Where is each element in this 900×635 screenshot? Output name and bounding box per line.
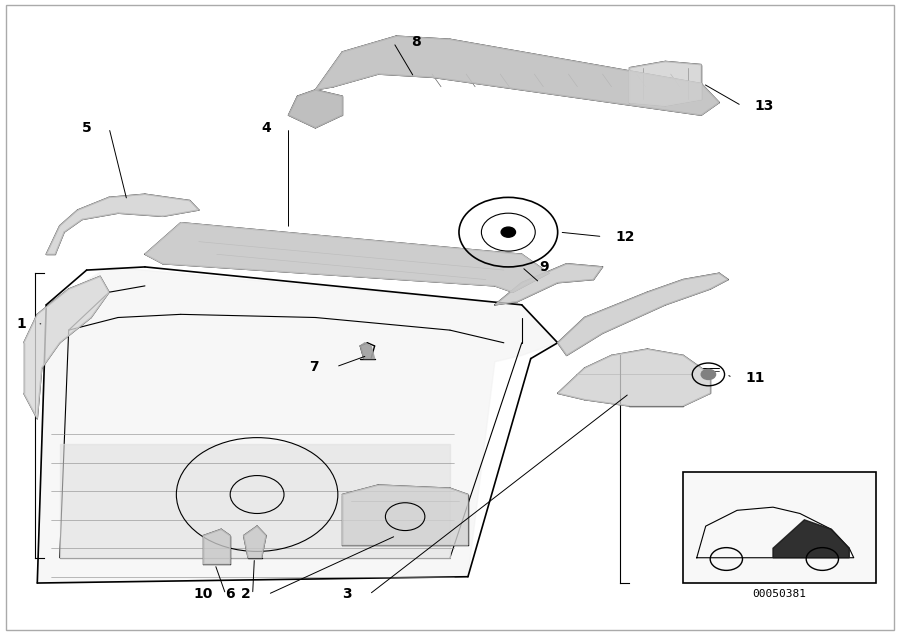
Text: 6: 6: [225, 587, 235, 601]
Polygon shape: [46, 194, 199, 254]
Text: 3: 3: [342, 587, 352, 601]
Text: 13: 13: [754, 98, 774, 112]
Text: 1: 1: [16, 317, 26, 331]
Polygon shape: [315, 36, 719, 115]
Polygon shape: [773, 520, 850, 558]
Text: 9: 9: [539, 260, 549, 274]
Polygon shape: [558, 273, 728, 356]
Text: 2: 2: [240, 587, 250, 601]
Text: 10: 10: [194, 587, 213, 601]
Polygon shape: [23, 276, 109, 418]
Polygon shape: [59, 444, 450, 558]
Circle shape: [501, 227, 516, 237]
Polygon shape: [495, 264, 602, 305]
Polygon shape: [244, 526, 266, 558]
Text: 5: 5: [82, 121, 92, 135]
Polygon shape: [558, 349, 710, 406]
Polygon shape: [203, 530, 230, 564]
Text: 11: 11: [745, 371, 765, 385]
Bar: [683, 472, 877, 583]
Text: 4: 4: [261, 121, 271, 135]
Polygon shape: [289, 90, 342, 128]
Polygon shape: [360, 343, 374, 359]
Text: 8: 8: [411, 36, 421, 50]
Text: 7: 7: [309, 360, 319, 374]
Polygon shape: [342, 485, 468, 545]
Polygon shape: [629, 62, 701, 105]
Polygon shape: [145, 223, 549, 292]
Polygon shape: [37, 267, 558, 583]
Circle shape: [701, 370, 716, 380]
Text: 00050381: 00050381: [752, 589, 806, 599]
Text: 12: 12: [616, 230, 634, 244]
